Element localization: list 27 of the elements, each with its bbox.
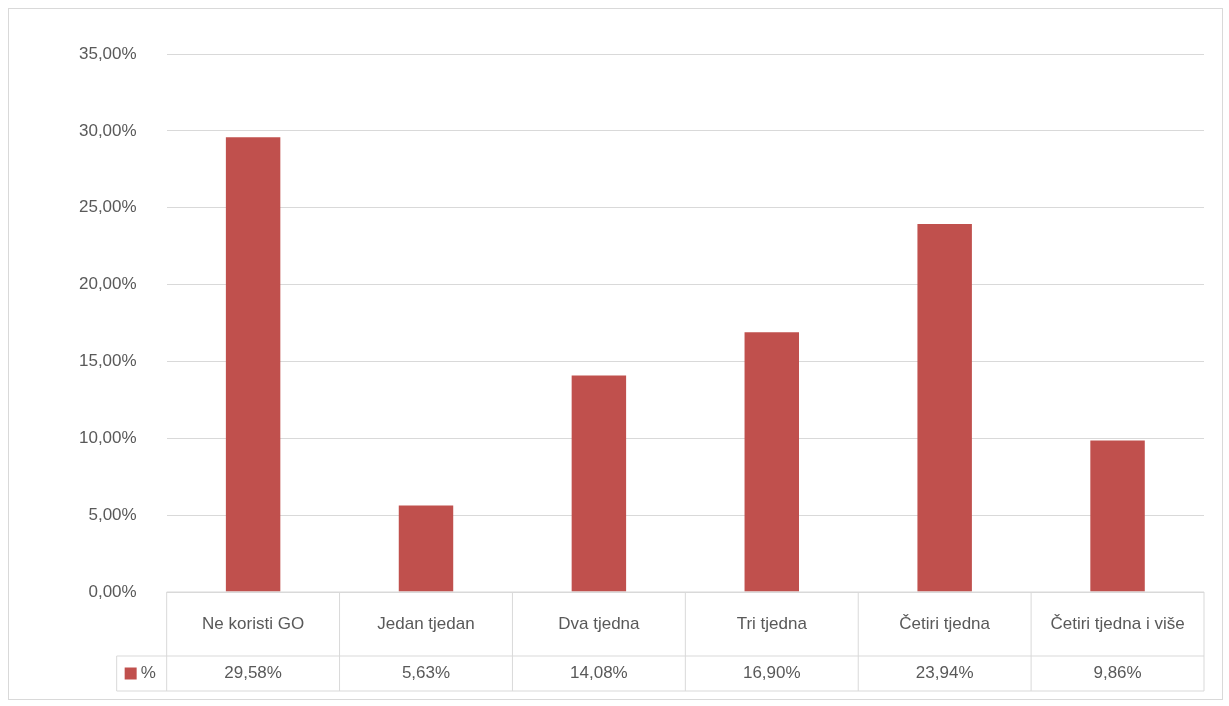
x-tick-label: Dva tjedna	[558, 613, 641, 633]
bar	[225, 137, 281, 592]
x-tick-label: Četiri tjedna i više	[1050, 613, 1185, 633]
x-tick-label: Ne koristi GO	[202, 613, 305, 633]
y-tick-label: 35,00%	[78, 43, 137, 63]
bar	[1090, 440, 1145, 592]
data-label: 9,86%	[1093, 663, 1142, 683]
bar	[917, 224, 972, 592]
y-tick-label: 10,00%	[78, 427, 137, 447]
y-tick-label: 25,00%	[78, 197, 137, 217]
y-tick-label: 5,00%	[88, 504, 137, 524]
data-label: 5,63%	[401, 663, 451, 683]
x-tick-label: Jedan tjedan	[377, 613, 475, 633]
bar	[571, 375, 627, 592]
data-label: 29,58%	[224, 663, 282, 683]
y-tick-label: 20,00%	[78, 274, 137, 294]
data-label: 23,94%	[915, 663, 974, 683]
y-tick-label: 30,00%	[78, 120, 137, 140]
data-label: 14,08%	[570, 663, 628, 683]
data-label: 16,90%	[742, 663, 801, 683]
y-tick-label: 15,00%	[78, 351, 137, 371]
x-tick-label: Tri tjedna	[736, 613, 808, 633]
bar	[744, 332, 799, 592]
x-tick-label: Četiri tjedna	[899, 613, 991, 633]
legend-label: %	[140, 663, 156, 683]
y-tick-label: 0,00%	[88, 581, 137, 601]
bar	[398, 505, 454, 592]
